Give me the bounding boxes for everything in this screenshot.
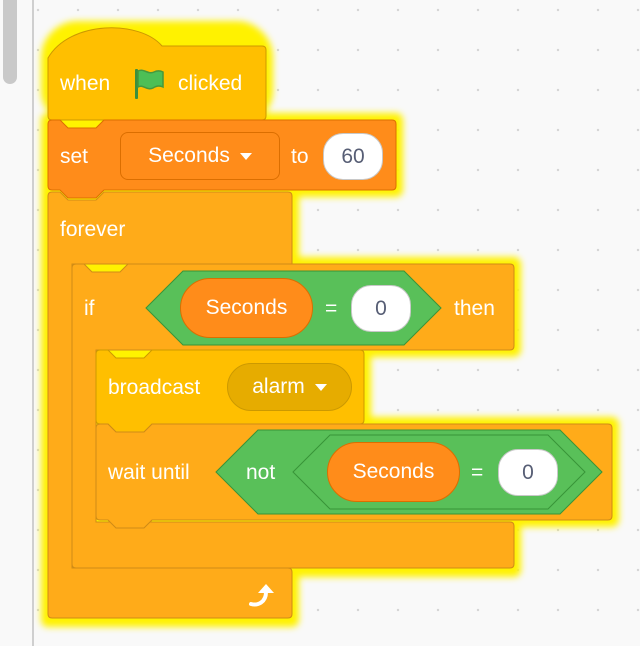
broadcast-label: broadcast (108, 376, 201, 399)
set-label: set (60, 145, 89, 168)
forever-block[interactable] (47, 191, 293, 619)
wait-until-label: wait until (108, 461, 190, 484)
green-flag-icon (135, 69, 164, 99)
when-label: when (60, 72, 111, 95)
equals-operator: = (471, 461, 484, 484)
then-label: then (454, 297, 495, 320)
seconds-reporter[interactable]: Seconds (327, 442, 460, 502)
message-dropdown[interactable]: alarm (227, 363, 352, 411)
not-label: not (246, 461, 276, 484)
vertical-scrollbar[interactable] (3, 0, 17, 84)
variable-dropdown-value: Seconds (148, 144, 230, 167)
seconds-reporter[interactable]: Seconds (180, 278, 313, 338)
workspace-border (32, 0, 34, 646)
loop-arrow-icon (249, 584, 274, 607)
chevron-down-icon (314, 383, 327, 391)
to-label: to (291, 145, 309, 168)
forever-label: forever (60, 218, 126, 241)
if-label: if (84, 297, 95, 320)
if-compare-value-input[interactable]: 0 (351, 285, 411, 332)
set-value-input[interactable]: 60 (323, 133, 383, 180)
wait-compare-value-input[interactable]: 0 (498, 449, 558, 496)
message-dropdown-value: alarm (252, 375, 305, 398)
equals-operator: = (325, 297, 338, 320)
clicked-label: clicked (178, 72, 243, 95)
variable-dropdown[interactable]: Seconds (120, 132, 280, 180)
chevron-down-icon (239, 152, 252, 160)
